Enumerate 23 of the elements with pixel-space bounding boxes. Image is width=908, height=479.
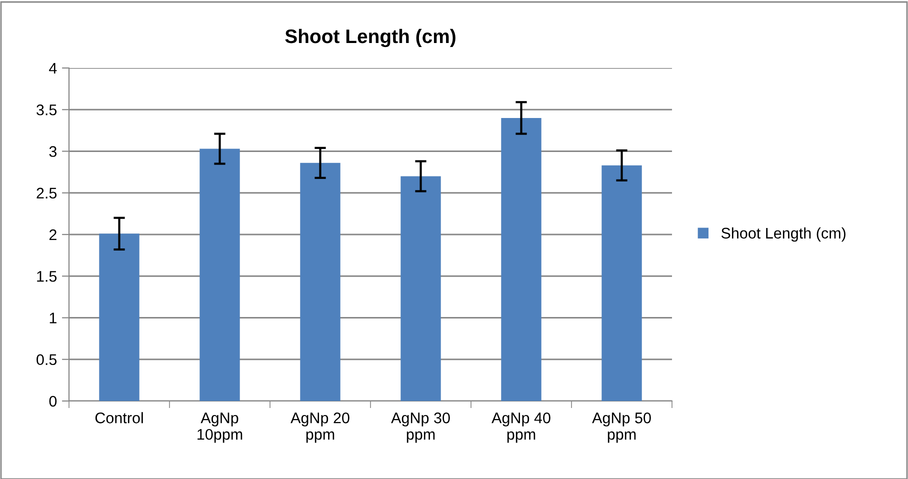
y-tick-label: 3 bbox=[49, 146, 57, 157]
x-tick-label: AgNp 50 ppm bbox=[592, 412, 651, 443]
bar bbox=[300, 162, 340, 401]
x-tick-label: AgNp 10ppm bbox=[198, 412, 242, 443]
bar bbox=[200, 148, 240, 401]
y-tick-label: 0.5 bbox=[36, 354, 57, 366]
y-tick-label: 3.5 bbox=[36, 104, 57, 116]
legend-label: Shoot Length (cm) bbox=[721, 227, 846, 242]
bar bbox=[501, 118, 542, 401]
y-tick-label: 1 bbox=[50, 312, 56, 324]
y-tick-label: 2.5 bbox=[36, 188, 57, 199]
y-tick-label: 2 bbox=[49, 229, 56, 240]
chart-title: Shoot Length (cm) bbox=[285, 28, 456, 48]
y-tick-label: 0 bbox=[49, 396, 57, 407]
bar bbox=[99, 234, 140, 401]
x-tick-label: AgNp 40 ppm bbox=[492, 412, 550, 443]
x-tick-label: Control bbox=[95, 412, 143, 424]
bar bbox=[602, 165, 642, 401]
bar bbox=[400, 176, 441, 401]
y-tick-label: 4 bbox=[49, 63, 57, 74]
x-tick-label: AgNp 20 ppm bbox=[290, 412, 350, 443]
x-tick-label: AgNp 30 ppm bbox=[391, 412, 450, 443]
y-tick-label: 1.5 bbox=[37, 271, 57, 282]
